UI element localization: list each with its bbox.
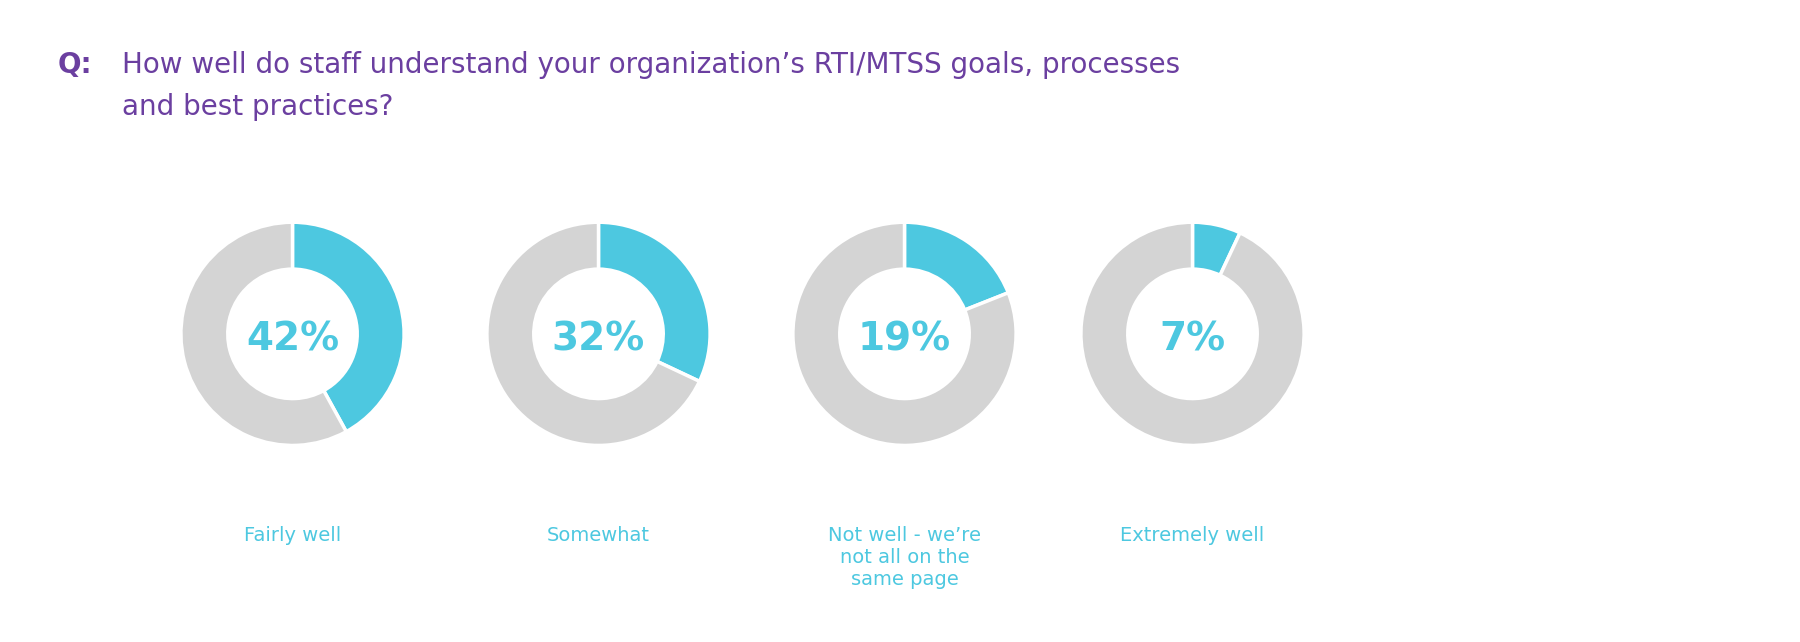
Text: How well do staff understand your organization’s RTI/MTSS goals, processes
and b: How well do staff understand your organi…	[122, 51, 1181, 121]
Wedge shape	[1192, 222, 1240, 275]
Wedge shape	[598, 222, 709, 381]
Wedge shape	[904, 222, 1008, 310]
Text: 19%: 19%	[859, 320, 950, 358]
Text: Somewhat: Somewhat	[547, 526, 650, 546]
Text: Not well - we’re
not all on the
same page: Not well - we’re not all on the same pag…	[828, 526, 981, 589]
Wedge shape	[792, 222, 1015, 446]
Text: Fairly well: Fairly well	[243, 526, 342, 546]
Text: Q:: Q:	[58, 51, 92, 80]
Text: 42%: 42%	[247, 320, 338, 358]
Text: 32%: 32%	[553, 320, 644, 358]
Wedge shape	[292, 222, 403, 431]
Text: 7%: 7%	[1159, 320, 1226, 358]
Wedge shape	[182, 222, 346, 446]
Wedge shape	[488, 222, 700, 446]
Text: Extremely well: Extremely well	[1120, 526, 1265, 546]
Wedge shape	[1082, 222, 1303, 446]
